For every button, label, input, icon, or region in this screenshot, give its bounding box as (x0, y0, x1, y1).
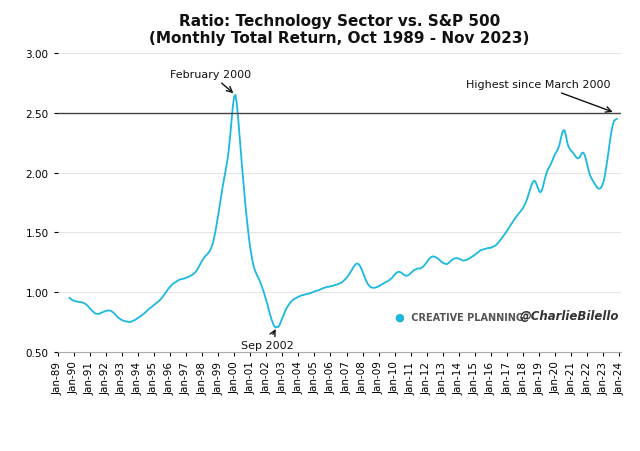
Text: Sep 2002: Sep 2002 (241, 331, 294, 350)
Text: February 2000: February 2000 (170, 69, 251, 93)
Text: ●: ● (394, 312, 404, 322)
Title: Ratio: Technology Sector vs. S&P 500
(Monthly Total Return, Oct 1989 - Nov 2023): Ratio: Technology Sector vs. S&P 500 (Mo… (149, 14, 529, 46)
Text: ●  CREATIVE PLANNING: ● CREATIVE PLANNING (396, 312, 524, 322)
Text: @CharlieBilello: @CharlieBilello (520, 309, 619, 322)
Text: Highest since March 2000: Highest since March 2000 (465, 80, 611, 113)
